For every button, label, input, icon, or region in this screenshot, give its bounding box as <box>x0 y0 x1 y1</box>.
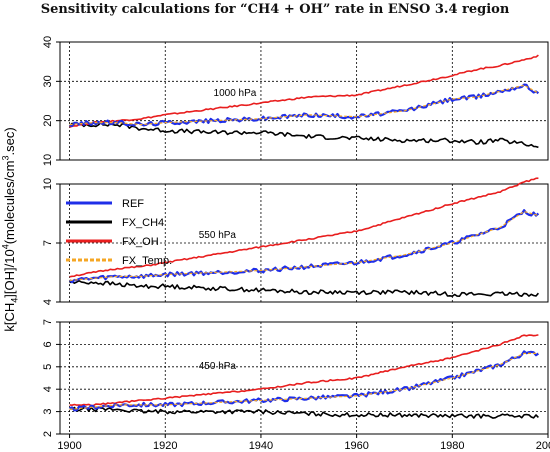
y-tick-label: 30 <box>42 75 54 87</box>
y-tick-label: 5 <box>42 364 54 370</box>
y-tick-label: 4 <box>42 299 54 305</box>
x-tick-label: 1960 <box>344 440 368 452</box>
y-tick-label: 4 <box>42 386 54 392</box>
y-tick-label: 7 <box>42 240 54 246</box>
legend-label: FX_OH <box>122 236 159 248</box>
x-tick-label: 1980 <box>440 440 464 452</box>
y-tick-label: 10 <box>42 154 54 166</box>
y-tick-label: 3 <box>42 409 54 415</box>
legend-label: FX_Temp. <box>122 255 172 267</box>
y-tick-label: 2 <box>42 431 54 437</box>
panel-3: 2 3 4 5 6 7 1900 1920 1940 1960 1980 2000 450 hPa <box>42 319 550 452</box>
series-line-ref <box>69 350 540 412</box>
series-line-fx-ch4 <box>69 406 539 419</box>
legend: REF FX_CH4 FX_OH FX_Temp. <box>66 198 172 267</box>
y-tick-label: 20 <box>42 115 54 127</box>
y-tick-label: 7 <box>42 319 54 325</box>
series-line-fx-oh <box>69 334 539 407</box>
legend-label: REF <box>122 198 144 210</box>
series-line-fx-oh <box>69 177 539 278</box>
x-tick-label: 2000 <box>536 440 550 452</box>
series-line-fx-temp <box>69 352 539 410</box>
panels-group: 10 20 30 40 1000 hPa 4 7 10 550 hPa 2 3 4 5 6 7 1900 192… <box>42 36 550 452</box>
x-tick-label: 1920 <box>153 440 177 452</box>
legend-label: FX_CH4 <box>122 217 164 229</box>
series-line-fx-oh <box>69 54 539 129</box>
panel-label: 450 hPa <box>199 361 237 372</box>
x-tick-label: 1900 <box>57 440 81 452</box>
y-tick-label: 40 <box>42 36 54 48</box>
panel-label: 550 hPa <box>199 230 237 241</box>
panel-2: 4 7 10 550 hPa <box>42 177 549 305</box>
y-tick-label: 6 <box>42 341 54 347</box>
series-line-ref <box>68 209 540 284</box>
series-line-fx-ch4 <box>69 121 539 149</box>
panel-1: 10 20 30 40 1000 hPa <box>42 36 549 166</box>
series-line-ref <box>69 83 540 128</box>
series-line-fx-ch4 <box>69 279 540 298</box>
panel-label: 1000 hPa <box>214 88 257 99</box>
x-tick-label: 1940 <box>249 440 273 452</box>
chart-title: Sensitivity calculations for “CH4 + OH” … <box>40 2 510 17</box>
y-tick-label: 10 <box>42 178 54 190</box>
